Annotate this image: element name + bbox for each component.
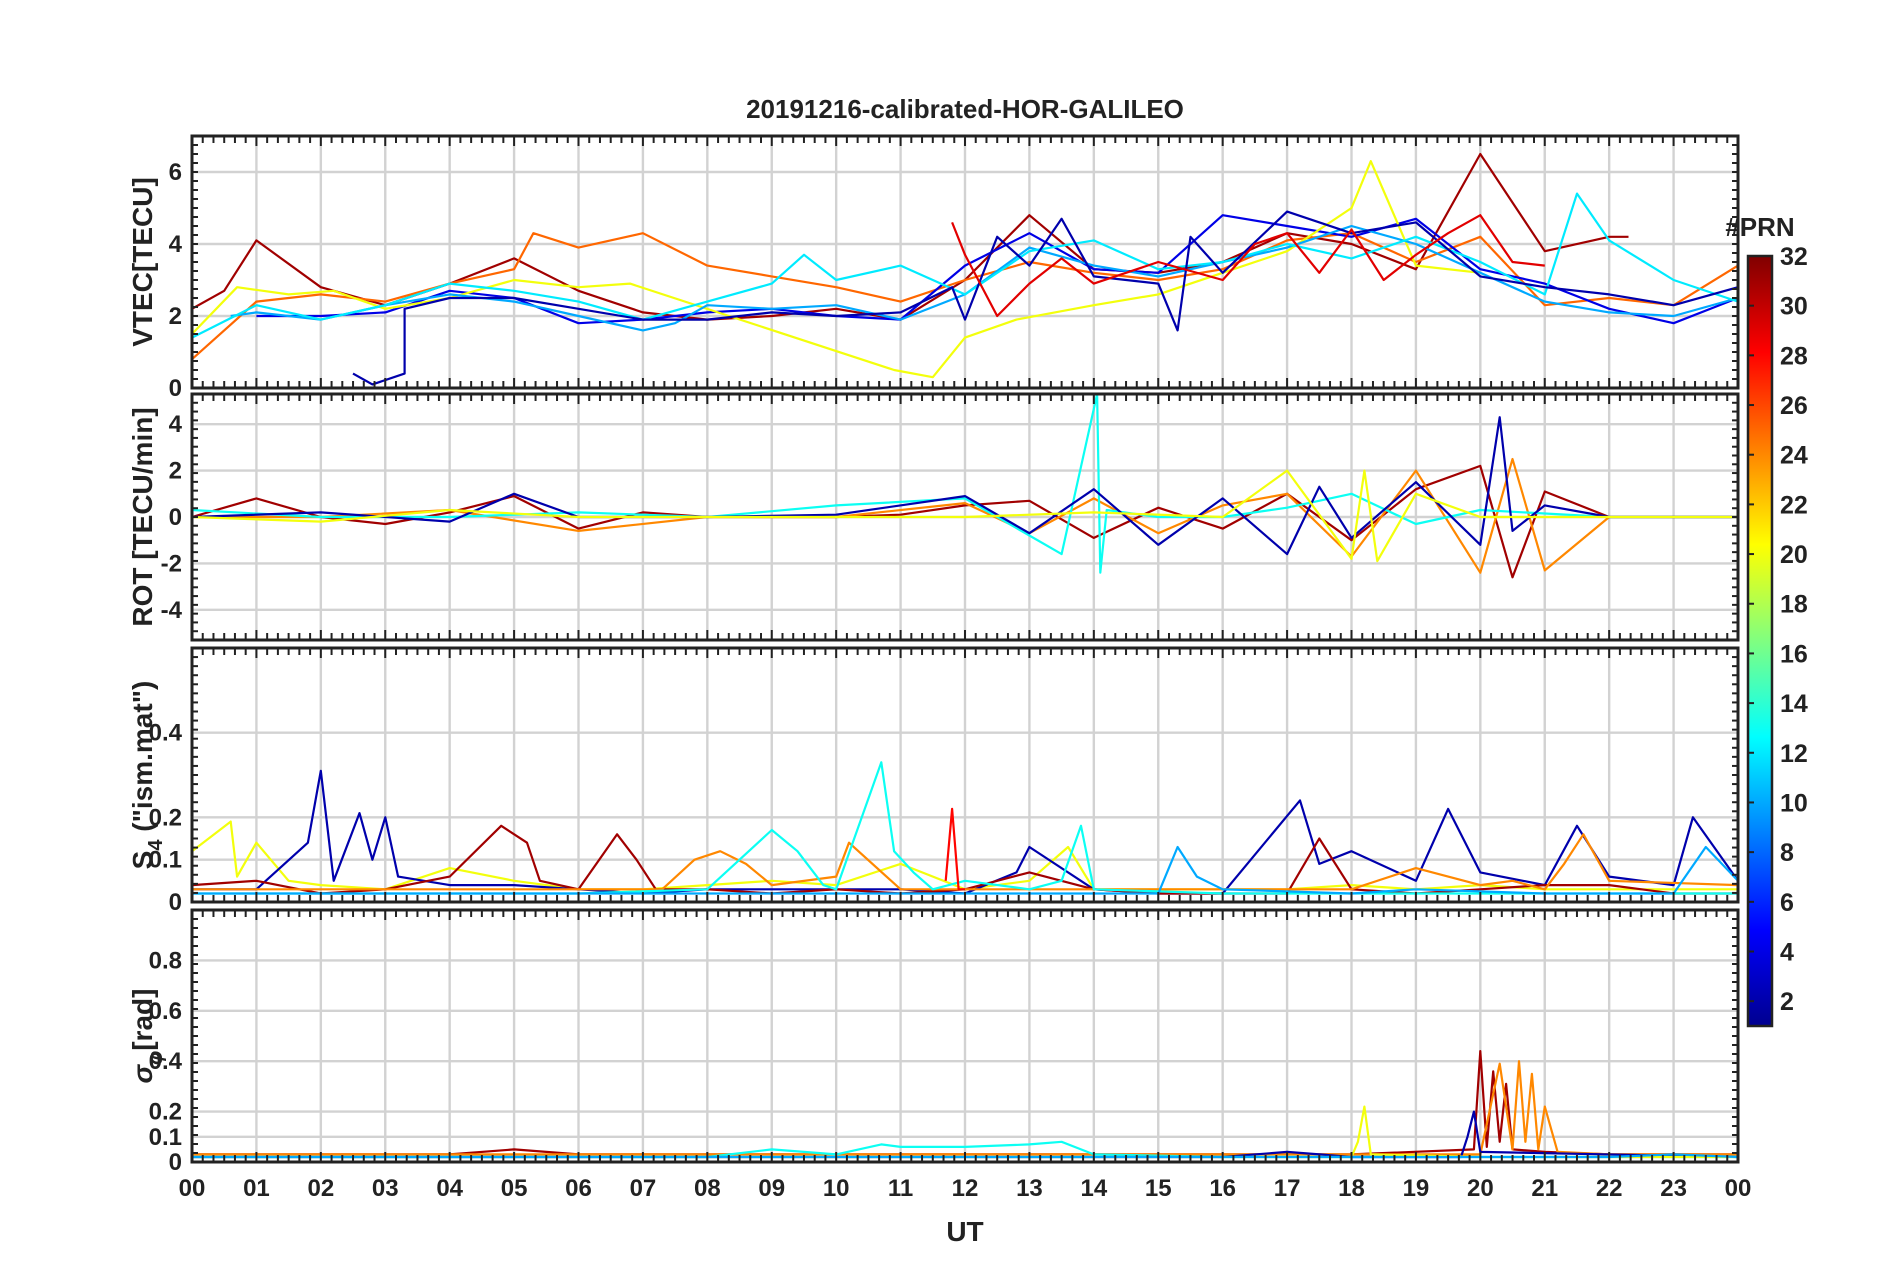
x-tick-label: 07 <box>630 1175 657 1202</box>
colorbar-tick-label: 18 <box>1780 591 1808 619</box>
panel-sigma-ylabel: σφ[rad] <box>127 989 167 1084</box>
panel-s4-ytick-label: 0.2 <box>149 804 182 831</box>
panel-vtec-series-prn-29 <box>951 214 1545 318</box>
x-tick-label: 00 <box>1725 1175 1752 1202</box>
x-tick-label: 08 <box>694 1175 721 1202</box>
x-tick-label: 19 <box>1403 1175 1430 1202</box>
x-axis-label: UT <box>946 1216 983 1247</box>
panel-rot-ylabel: ROT [TECU/min] <box>127 407 158 626</box>
panel-rot: -4 -2 0 2 4 ROT [TECU/min] <box>127 392 1740 642</box>
colorbar-tick-label: 32 <box>1780 243 1808 271</box>
panel-sigma-ytick-label: 0 <box>169 1149 182 1176</box>
panel-vtec-ytick-label: 4 <box>169 231 183 258</box>
chart-title: 20191216-calibrated-HOR-GALILEO <box>746 94 1184 124</box>
colorbar-tick-label: 6 <box>1780 889 1794 917</box>
colorbar-tick-label: 4 <box>1780 938 1794 966</box>
x-tick-label: 10 <box>823 1175 850 1202</box>
colorbar-label: #PRN <box>1725 212 1794 242</box>
x-tick-label: 18 <box>1338 1175 1365 1202</box>
panel-vtec-frame <box>190 134 1740 390</box>
panel-vtec-ylabel: VTEC[TECU] <box>127 177 158 347</box>
panel-s4-ytick-label: 0.4 <box>149 720 183 747</box>
panel-sigma-ytick-label: 0.2 <box>149 1099 182 1126</box>
panel-vtec-series-prn-20 <box>192 160 1481 379</box>
colorbar-tick-label: 26 <box>1780 392 1808 420</box>
panel-vtec-ytick-label: 0 <box>169 375 182 402</box>
panel-s4-ytick-label: 0 <box>169 889 182 916</box>
x-tick-label: 12 <box>952 1175 979 1202</box>
panel-rot-series-prn-20 <box>192 469 1738 563</box>
panel-s4-series-prn-28 <box>944 807 965 891</box>
x-tick-label: 01 <box>243 1175 270 1202</box>
x-tick-label: 22 <box>1596 1175 1623 1202</box>
colorbar-tick-label: 28 <box>1780 342 1808 370</box>
colorbar-tick-label: 2 <box>1780 988 1794 1016</box>
panel-rot-series-group <box>192 394 1738 579</box>
panel-s4-series-prn-20 <box>192 820 1738 891</box>
x-tick-label: 05 <box>501 1175 528 1202</box>
panel-s4-ytick-label: 0.1 <box>149 847 182 874</box>
colorbar-tick-label: 16 <box>1780 640 1808 668</box>
panel-rot-ytick-label: 2 <box>169 458 182 485</box>
colorbar-tick-label: 10 <box>1780 789 1808 817</box>
x-tick-label: 13 <box>1016 1175 1043 1202</box>
x-tick-label: 00 <box>179 1175 206 1202</box>
panel-sigma-ytick-label: 0.8 <box>149 947 182 974</box>
panel-vtec-series-prn-2 <box>352 210 1738 386</box>
colorbar-scale <box>1746 254 1774 1028</box>
panel-rot-ytick-label: -4 <box>161 597 183 624</box>
panel-rot-series-prn-24 <box>192 457 1738 574</box>
colorbar-tick-label: 12 <box>1780 740 1808 768</box>
x-tick-label: 14 <box>1080 1175 1107 1202</box>
x-tick-label: 03 <box>372 1175 399 1202</box>
x-tick-label: 23 <box>1660 1175 1687 1202</box>
panel-rot-frame <box>190 392 1740 642</box>
panel-s4-frame <box>190 646 1740 904</box>
panel-vtec-ytick-label: 6 <box>169 159 182 186</box>
panel-rot-series-prn-13 <box>192 394 1738 574</box>
panel-sigma: 00.10.2 0.4 0.6 0.8 σφ[rad] <box>127 908 1740 1176</box>
panel-sigma-ytick-label: 0.4 <box>149 1048 183 1075</box>
x-tick-label: 17 <box>1274 1175 1301 1202</box>
x-tick-label: 04 <box>436 1175 463 1202</box>
panel-sigma-ytick-label: 0.6 <box>149 998 182 1025</box>
panel-vtec-series-prn-25 <box>192 232 1738 361</box>
panel-s4-ylabel: S4 ("ism.mat") <box>127 681 167 870</box>
colorbar-tick-label: 30 <box>1780 293 1808 321</box>
x-tick-label: 21 <box>1531 1175 1558 1202</box>
panel-rot-ytick-label: 4 <box>169 411 183 438</box>
x-tick-label: 06 <box>565 1175 592 1202</box>
panel-rot-series-prn-2 <box>192 416 1738 556</box>
panel-vtec-series-prn-4 <box>256 214 1738 325</box>
x-tick-label: 20 <box>1467 1175 1494 1202</box>
colorbar-tick-label: 22 <box>1780 491 1808 519</box>
x-tick-label: 09 <box>758 1175 785 1202</box>
colorbar-tick-label: 24 <box>1780 442 1808 470</box>
x-tick-label: 16 <box>1209 1175 1236 1202</box>
panel-rot-ytick-label: -2 <box>161 550 182 577</box>
panel-vtec-series-group <box>192 152 1738 386</box>
colorbar-tick-label: 20 <box>1780 541 1808 569</box>
panel-s4-series-prn-13 <box>192 761 1738 895</box>
panel-rot-ytick-label: 0 <box>169 504 182 531</box>
x-tick-label: 02 <box>307 1175 334 1202</box>
panel-vtec: 0 2 4 6 VTEC[TECU] <box>127 134 1740 402</box>
colorbar-tick-label: 14 <box>1780 690 1808 718</box>
panel-vtec-ytick-label: 2 <box>169 303 182 330</box>
x-tick-label: 15 <box>1145 1175 1172 1202</box>
colorbar-tick-label: 8 <box>1780 839 1794 867</box>
panel-s4: 0 0.1 0.2 0.4S4 ("ism.mat") <box>127 646 1740 916</box>
panel-sigma-ytick-label: 0.1 <box>149 1124 182 1151</box>
x-tick-label: 11 <box>888 1175 913 1202</box>
panel-sigma-frame <box>190 908 1740 1164</box>
